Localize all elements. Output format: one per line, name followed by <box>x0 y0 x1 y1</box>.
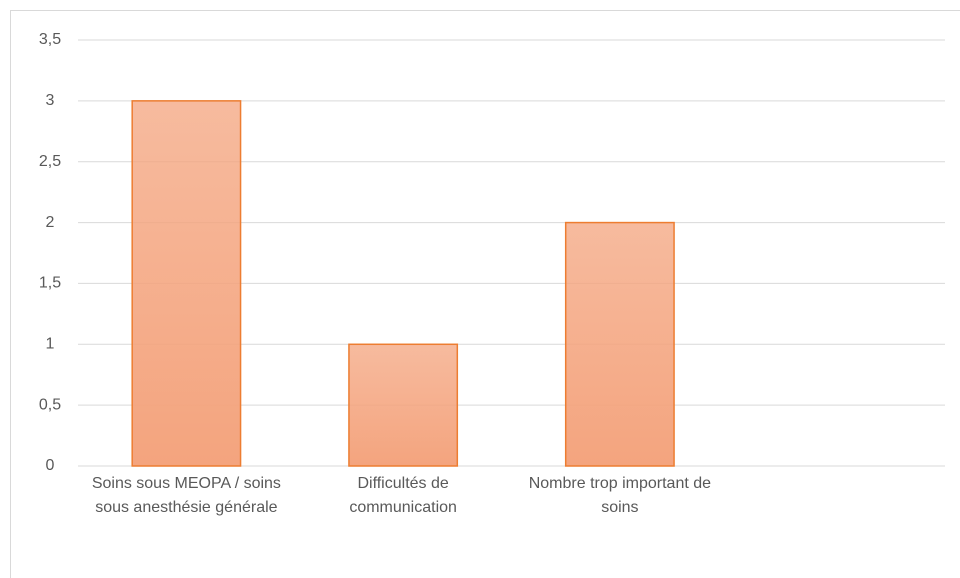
y-tick-label: 1 <box>46 336 55 353</box>
y-tick-label: 3,5 <box>39 31 61 48</box>
bar <box>131 100 242 467</box>
x-tick-label: Difficultés de communication <box>349 475 457 516</box>
x-tick-label: Soins sous MEOPA / soins sous anesthésie… <box>91 475 281 516</box>
chart-frame <box>10 10 960 578</box>
y-tick-label: 2 <box>46 214 55 231</box>
y-tick-label: 1,5 <box>39 275 61 292</box>
x-tick-label: Nombre trop important de soins <box>528 475 712 516</box>
bar <box>564 221 675 467</box>
y-tick-label: 3 <box>46 92 55 109</box>
y-tick-label: 0 <box>46 457 55 474</box>
y-tick-label: 0,5 <box>39 396 61 413</box>
bar <box>348 343 459 467</box>
y-tick-label: 2,5 <box>39 153 61 170</box>
